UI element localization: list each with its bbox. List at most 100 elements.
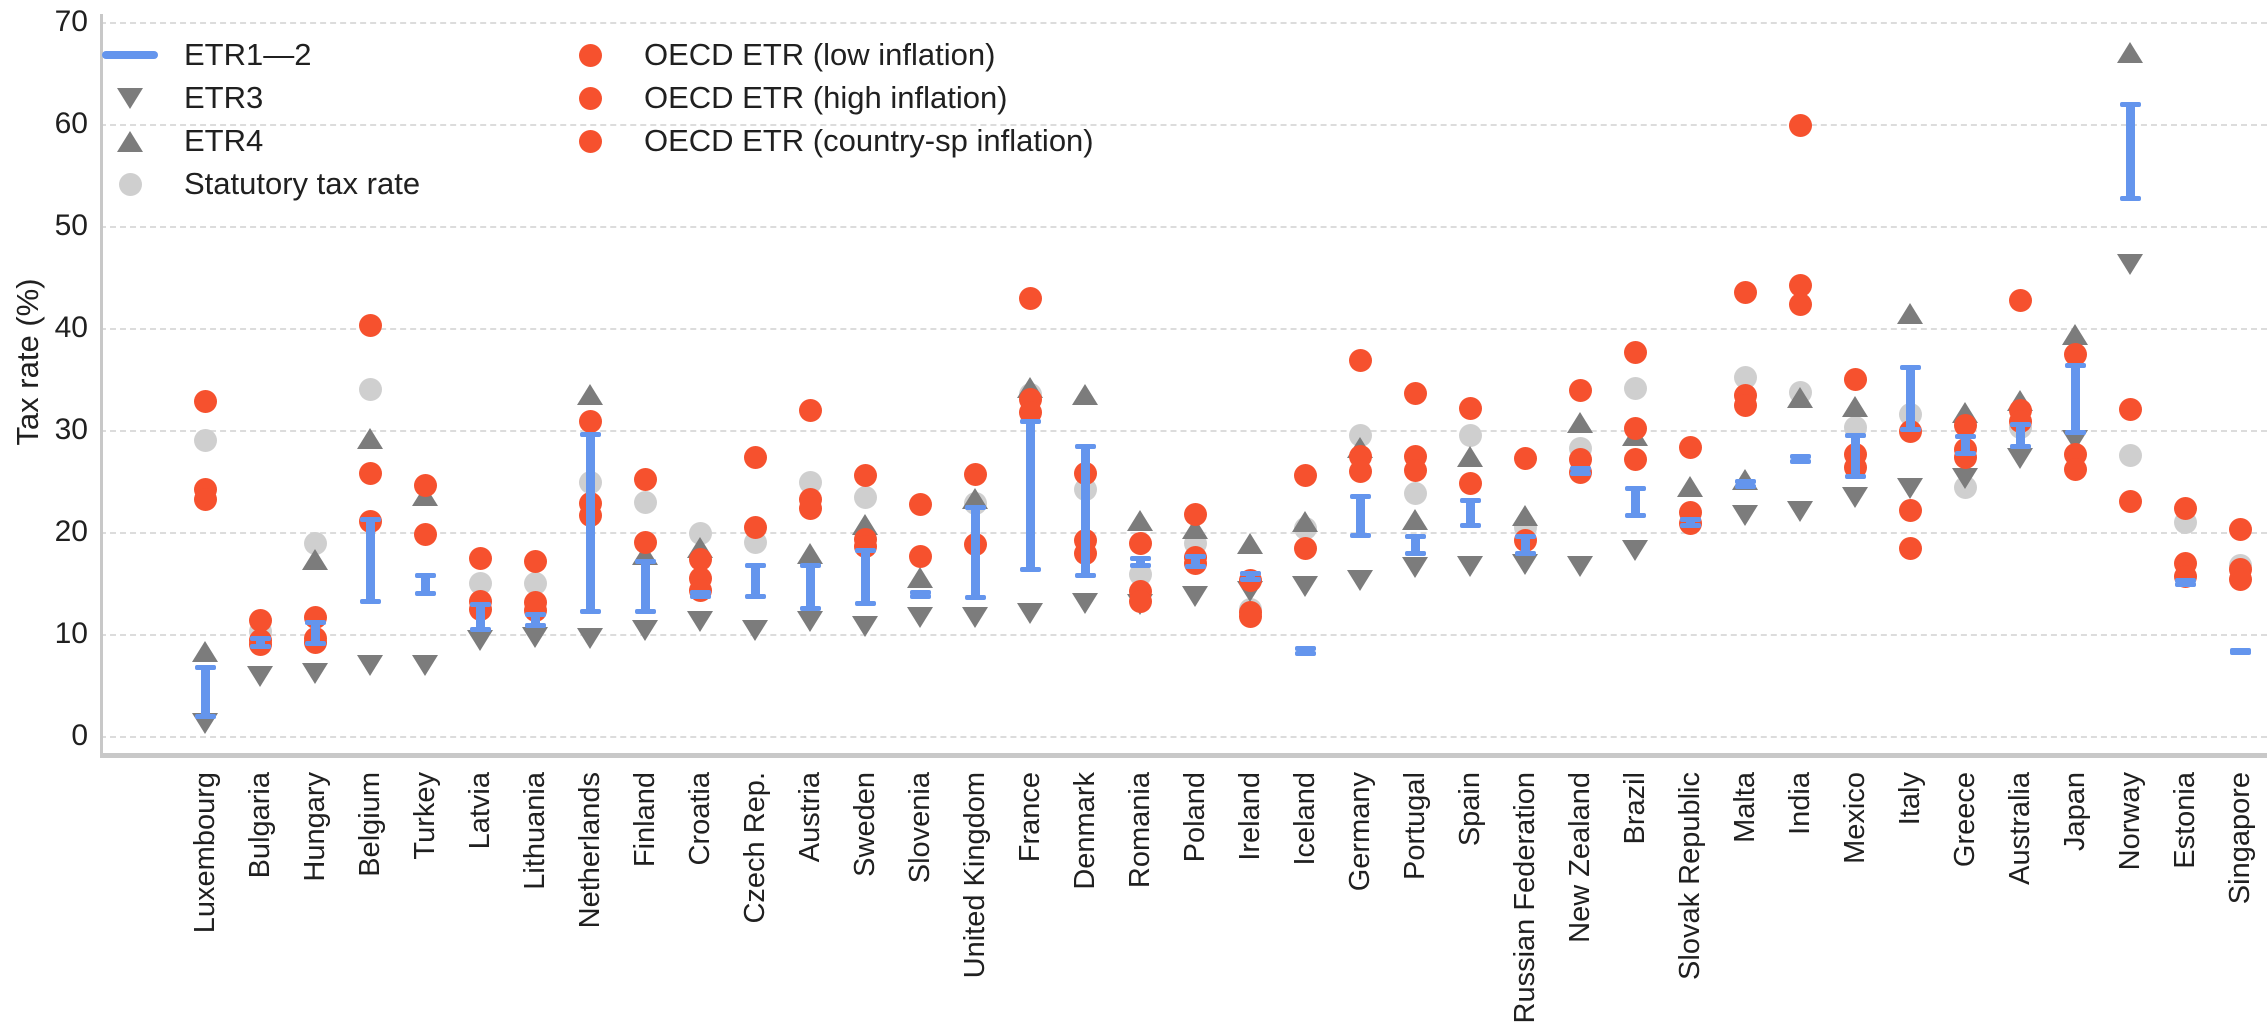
- x-tick-label: Australia: [2004, 772, 2036, 885]
- oecd-etr-marker: [1898, 499, 1922, 523]
- statutory-rate-marker: [523, 571, 547, 595]
- etr12-range-cap-bottom: [1294, 651, 1316, 657]
- y-tick-label: 20: [54, 515, 88, 548]
- x-tick-label: Malta: [1729, 772, 1761, 843]
- etr3-marker: [1897, 478, 1923, 500]
- etr3-marker: [852, 615, 878, 637]
- blue-line-icon: [100, 51, 160, 59]
- x-tick-label: New Zealand: [1564, 772, 1596, 943]
- etr3-marker: [357, 654, 383, 676]
- etr4-marker: [357, 428, 383, 450]
- etr12-range-bar: [1575, 467, 1585, 474]
- etr12-range-cap-top: [634, 558, 656, 564]
- legend-item-label: Statutory tax rate: [184, 166, 421, 201]
- oecd-etr-marker: [413, 522, 437, 546]
- oecd-etr-marker: [963, 463, 987, 487]
- legend-item: Statutory tax rate: [100, 163, 420, 205]
- x-tick-label: Singapore: [2224, 772, 2256, 905]
- etr12-range-bar: [2070, 364, 2080, 434]
- etr12-range-cap-top: [2174, 577, 2196, 583]
- etr4-marker: [1292, 510, 1318, 532]
- x-tick-label: Lithuania: [519, 772, 551, 890]
- oecd-etr-marker: [1348, 349, 1372, 373]
- x-tick-label: Croatia: [684, 772, 716, 866]
- oecd-etr-marker: [523, 550, 547, 574]
- oecd-etr-marker: [193, 389, 217, 413]
- etr3-marker: [907, 606, 933, 628]
- statutory-rate-marker: [468, 571, 492, 595]
- etr4-marker: [2117, 41, 2143, 63]
- x-tick-label: Austria: [794, 772, 826, 863]
- etr12-range-cap-top: [1019, 418, 1041, 424]
- blue-line-swatch: [102, 51, 158, 59]
- oecd-etr-marker: [358, 314, 382, 338]
- etr12-range-bar: [475, 604, 485, 630]
- x-tick-label: France: [1014, 772, 1046, 863]
- oecd-etr-marker: [1348, 460, 1372, 484]
- x-tick-label: Slovenia: [904, 772, 936, 884]
- gridline: [100, 430, 2267, 432]
- etr3-marker: [1292, 576, 1318, 598]
- x-tick-label: Denmark: [1069, 772, 1101, 890]
- oecd-etr-marker: [1898, 536, 1922, 560]
- etr12-range-cap-bottom: [1459, 522, 1481, 528]
- oecd-etr-marker: [633, 530, 657, 554]
- gridline: [100, 226, 2267, 228]
- x-tick-label: United Kingdom: [959, 772, 991, 979]
- triangle-down-icon: [100, 87, 160, 109]
- etr12-range-bar: [420, 574, 430, 595]
- etr4-marker: [1787, 387, 1813, 409]
- gridline: [100, 124, 2267, 126]
- legend-item-label: ETR4: [184, 123, 264, 158]
- statutory-rate-marker: [358, 377, 382, 401]
- triangle-up-swatch: [117, 130, 143, 152]
- statutory-rate-marker: [1733, 366, 1757, 390]
- oecd-etr-marker: [2063, 458, 2087, 482]
- etr12-range-cap-bottom: [1019, 566, 1041, 572]
- oecd-etr-marker: [2118, 398, 2142, 422]
- etr12-range-bar: [1795, 455, 1805, 462]
- etr12-range-cap-top: [2119, 101, 2141, 107]
- etr12-range-cap-bottom: [2174, 582, 2196, 588]
- oecd-etr-marker: [1128, 589, 1152, 613]
- oecd-etr-marker: [1238, 605, 1262, 629]
- etr12-range-bar: [1740, 481, 1750, 488]
- etr12-range-cap-top: [689, 590, 711, 596]
- etr12-range-bar: [1850, 435, 1860, 477]
- etr3-marker: [962, 606, 988, 628]
- etr12-range-cap-top: [1239, 570, 1261, 576]
- legend-item-label: ETR3: [184, 80, 264, 115]
- oecd-etr-marker: [1788, 273, 1812, 297]
- oecd-etr-marker: [1018, 401, 1042, 425]
- etr3-marker: [687, 610, 713, 632]
- red-circle-swatch: [578, 43, 602, 67]
- oecd-etr-marker: [853, 464, 877, 488]
- triangle-down-swatch: [117, 87, 143, 109]
- etr12-range-cap-top: [744, 562, 766, 568]
- etr12-range-cap-bottom: [2064, 430, 2086, 436]
- legend-item-label: OECD ETR (high inflation): [644, 80, 1008, 115]
- etr12-range-cap-bottom: [634, 608, 656, 614]
- etr12-range-cap-top: [469, 602, 491, 608]
- etr12-range-cap-bottom: [744, 594, 766, 600]
- etr12-range-cap-top: [524, 611, 546, 617]
- etr12-range-cap-bottom: [194, 713, 216, 719]
- legend-item-label: ETR1—2: [184, 37, 312, 72]
- etr12-range-bar: [2015, 423, 2025, 448]
- etr12-range-cap-bottom: [1404, 551, 1426, 557]
- etr12-range-cap-bottom: [1184, 563, 1206, 569]
- etr12-range-cap-bottom: [1954, 451, 1976, 457]
- etr3-marker: [1622, 540, 1648, 562]
- etr12-range-cap-bottom: [2119, 196, 2141, 202]
- oecd-etr-marker: [2008, 288, 2032, 312]
- etr3-marker: [1732, 504, 1758, 526]
- etr12-range-cap-top: [854, 548, 876, 554]
- oecd-etr-marker: [1183, 503, 1207, 527]
- etr12-range-bar: [1245, 572, 1255, 580]
- oecd-etr-marker: [1293, 464, 1317, 488]
- etr3-marker: [2007, 447, 2033, 469]
- etr12-range-cap-top: [1514, 534, 1536, 540]
- etr12-range-cap-top: [909, 590, 931, 596]
- etr12-range-cap-bottom: [414, 591, 436, 597]
- x-tick-label: Russian Federation: [1509, 772, 1541, 1023]
